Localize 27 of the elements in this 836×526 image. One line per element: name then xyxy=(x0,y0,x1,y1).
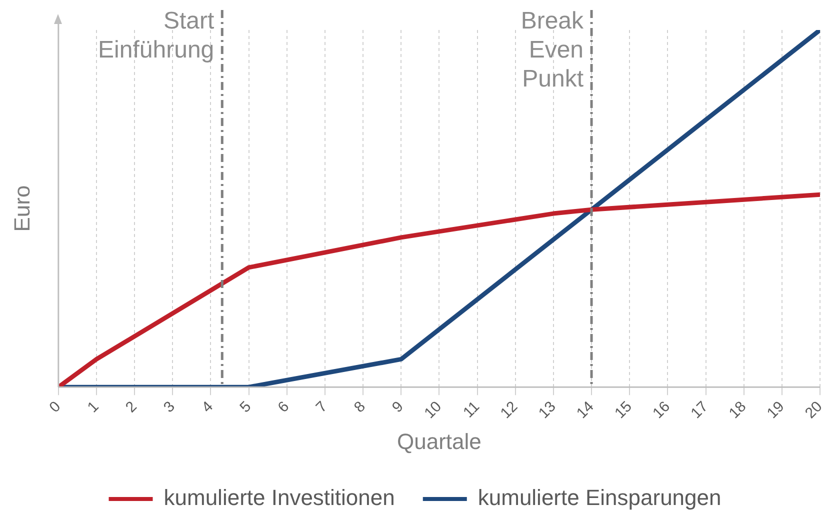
x-tick-label: 10 xyxy=(421,398,445,422)
x-tick-label: 9 xyxy=(388,398,407,416)
legend-label: kumulierte Investitionen xyxy=(164,485,395,510)
legend-label: kumulierte Einsparungen xyxy=(478,485,722,510)
x-tick-label: 18 xyxy=(726,398,750,422)
x-tick-label: 12 xyxy=(497,398,522,422)
x-tick-label: 7 xyxy=(312,398,331,416)
x-tick-label: 15 xyxy=(612,398,636,422)
x-tick-label: 13 xyxy=(535,398,560,422)
x-tick-label: 8 xyxy=(350,398,369,416)
x-tick-label: 20 xyxy=(802,398,826,422)
y-axis-title: Euro xyxy=(9,185,34,232)
x-tick-label: 1 xyxy=(84,398,102,416)
x-tick-label: 19 xyxy=(764,398,788,422)
x-tick-label: 0 xyxy=(46,398,64,416)
ref-line-label: Start Einführung xyxy=(98,8,214,64)
x-tick-label: 17 xyxy=(688,398,712,422)
x-tick-label: 2 xyxy=(122,398,140,416)
x-tick-label: 6 xyxy=(274,398,293,416)
x-tick-label: 16 xyxy=(650,398,674,422)
x-tick-label: 14 xyxy=(573,398,598,422)
x-tick-label: 4 xyxy=(198,398,216,416)
x-tick-label: 3 xyxy=(160,398,178,416)
ref-line-label: Break Even Punkt xyxy=(520,8,585,93)
x-tick-label: 11 xyxy=(460,398,484,422)
x-tick-label: 5 xyxy=(236,398,255,416)
x-axis-title: Quartale xyxy=(397,428,482,454)
